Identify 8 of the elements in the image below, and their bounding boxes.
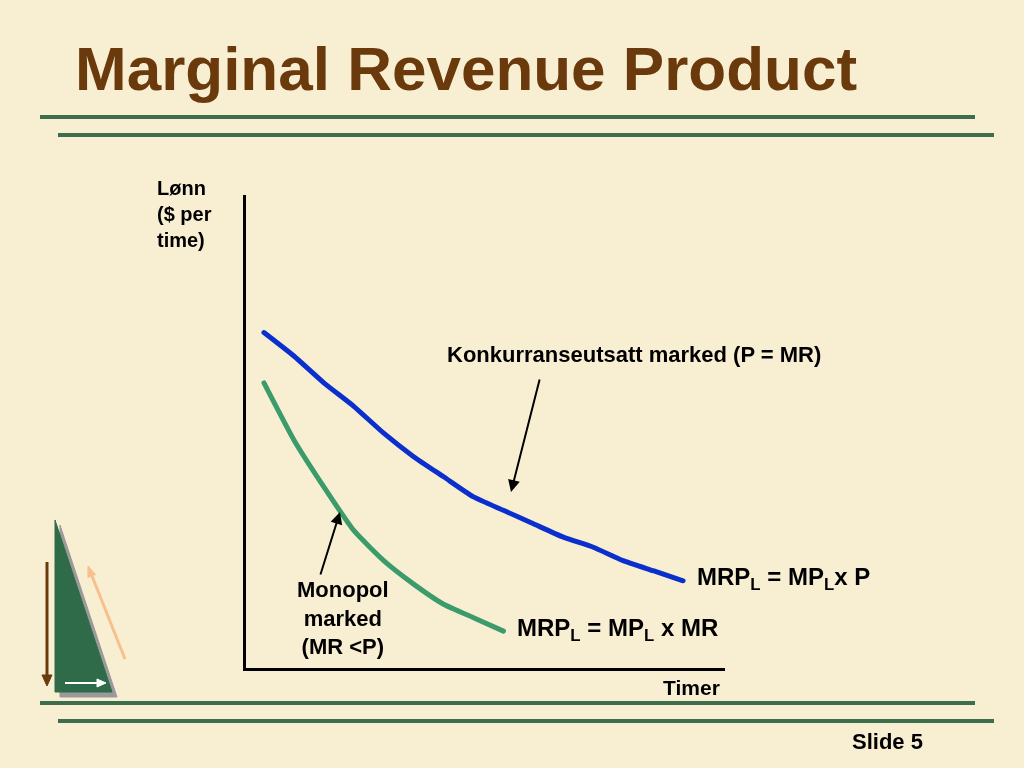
annotation: Konkurranseutsatt marked (P = MR) bbox=[447, 342, 822, 367]
y-axis-title: Lønn ($ per time) bbox=[157, 177, 212, 251]
x-axis-title: Timer bbox=[663, 676, 720, 699]
annotation: Monopol marked (MR <P) bbox=[297, 577, 389, 660]
series-label: MRP$_{L}$ = MP$_{L}$x P bbox=[697, 563, 871, 595]
chart-title: Marginal Revenue Product bbox=[75, 33, 858, 103]
text: Slide 5 bbox=[852, 729, 923, 754]
series-label: MRP$_{L}$ = MP$_{L}$ x MR bbox=[517, 614, 719, 646]
